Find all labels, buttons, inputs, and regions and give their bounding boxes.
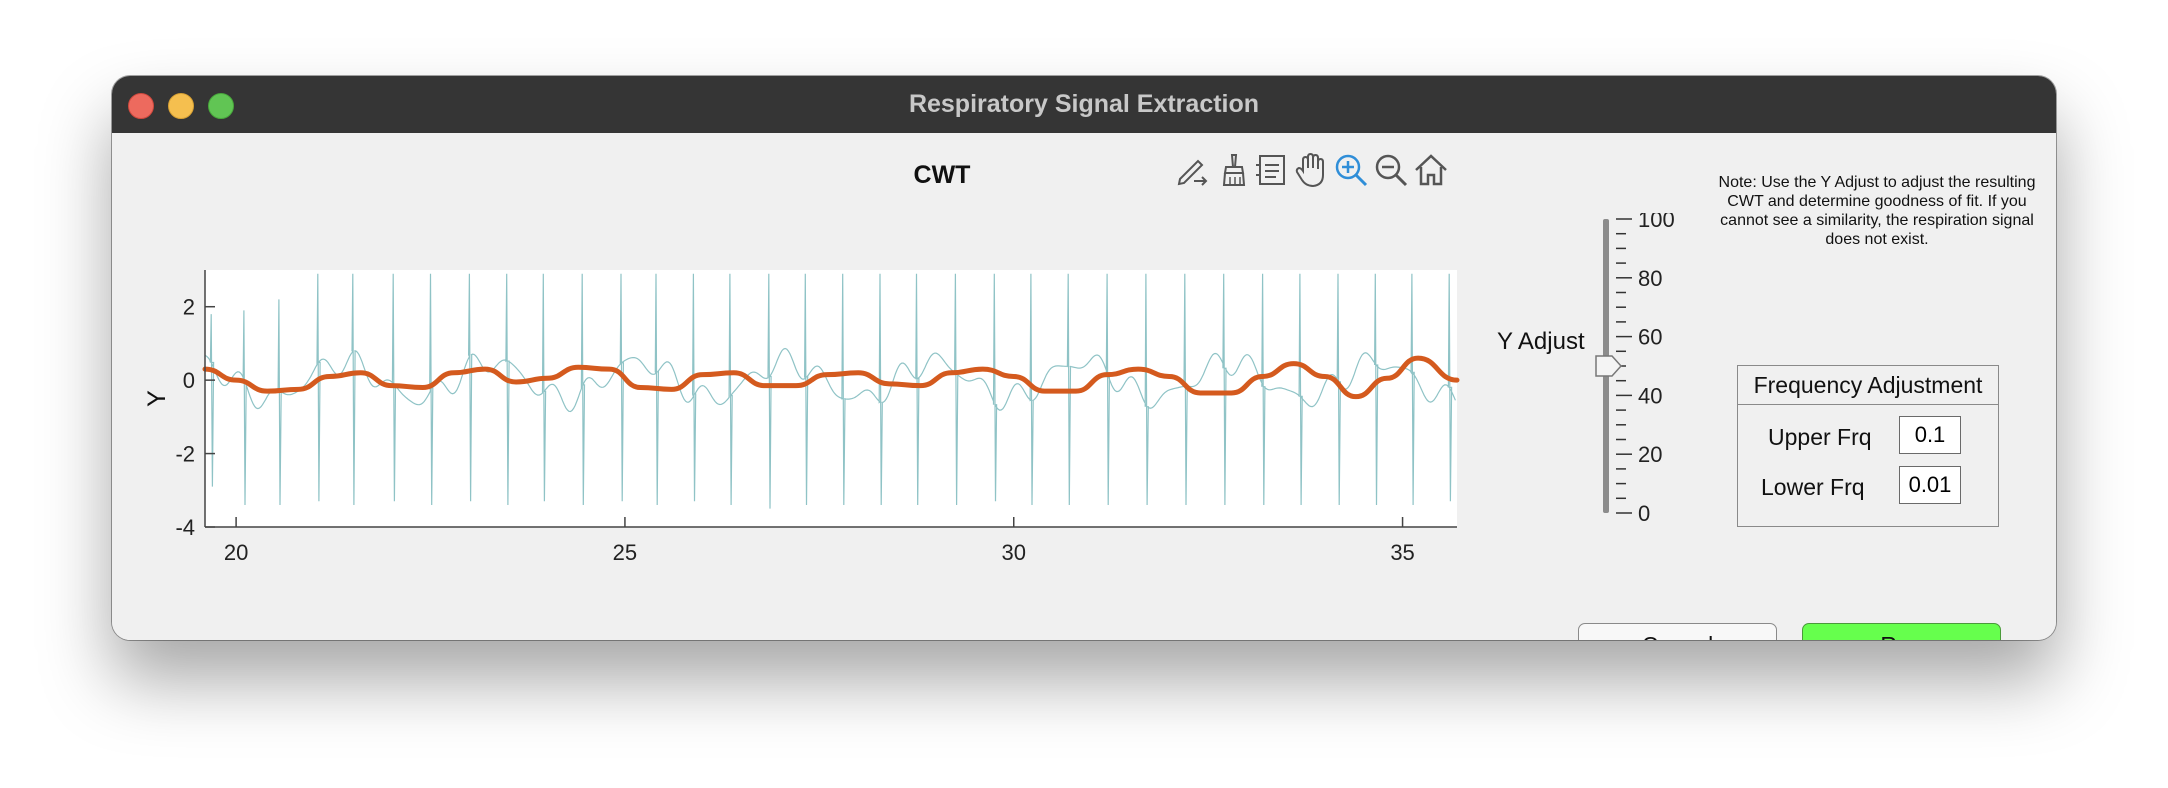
cwt-line (202, 355, 1460, 400)
x-tick-label: 30 (1002, 540, 1026, 565)
slider-tick-label: 80 (1638, 266, 1662, 291)
lower-frq-label: Lower Frq (1761, 474, 1865, 500)
data-tips-icon[interactable] (1252, 151, 1290, 189)
frequency-panel-title: Frequency Adjustment (1738, 366, 1998, 405)
title-bar[interactable]: Respiratory Signal Extraction (112, 76, 2056, 134)
x-axis-label: X (823, 569, 840, 573)
minimize-window-button[interactable] (168, 93, 194, 119)
zoom-in-icon[interactable] (1332, 151, 1370, 189)
y-tick-label: -2 (175, 442, 195, 467)
close-window-button[interactable] (128, 93, 154, 119)
upper-frq-label: Upper Frq (1768, 424, 1872, 450)
y-tick-label: -4 (175, 515, 195, 540)
cwt-plot[interactable]: 20-2-420253035XY (112, 133, 1612, 573)
app-window: Respiratory Signal Extraction CWT (112, 76, 2056, 640)
y-adjust-label: Y Adjust (1497, 328, 1585, 355)
y-tick-label: 2 (183, 295, 195, 320)
pan-hand-icon[interactable] (1292, 151, 1330, 189)
window-title: Respiratory Signal Extraction (908, 90, 1260, 118)
slider-tick-label: 60 (1638, 325, 1662, 350)
y-adjust-slider[interactable]: 100 80 60 40 20 0 (1592, 213, 1702, 533)
slider-tick-label: 20 (1638, 442, 1662, 467)
slider-tick-label: 40 (1638, 383, 1662, 408)
lower-frq-input[interactable] (1899, 466, 1961, 504)
signal-line (204, 273, 1456, 509)
x-tick-label: 25 (613, 540, 637, 565)
frequency-adjustment-panel: Frequency Adjustment Upper Frq Lower Frq (1737, 365, 1999, 527)
home-icon[interactable] (1412, 151, 1450, 189)
edit-icon[interactable] (1172, 151, 1210, 189)
chart-title: CWT (913, 161, 971, 189)
dialog-content: CWT (112, 133, 2056, 640)
y-axis-label: Y (143, 390, 171, 407)
slider-thumb[interactable] (1595, 355, 1623, 377)
run-button[interactable]: Run (1802, 623, 2001, 640)
upper-frq-input[interactable] (1899, 416, 1961, 454)
y-tick-label: 0 (183, 368, 195, 393)
plot-area (205, 270, 1457, 527)
slider-tick-label: 100 (1638, 213, 1675, 232)
zoom-out-icon[interactable] (1372, 151, 1410, 189)
cancel-button[interactable]: Cancel (1578, 623, 1777, 640)
slider-tick-label: 0 (1638, 501, 1650, 526)
x-tick-label: 35 (1390, 540, 1414, 565)
x-tick-label: 20 (224, 540, 248, 565)
instruction-note: Note: Use the Y Adjust to adjust the res… (1718, 174, 2036, 248)
zoom-window-button[interactable] (208, 93, 234, 119)
brush-icon[interactable] (1212, 151, 1250, 189)
